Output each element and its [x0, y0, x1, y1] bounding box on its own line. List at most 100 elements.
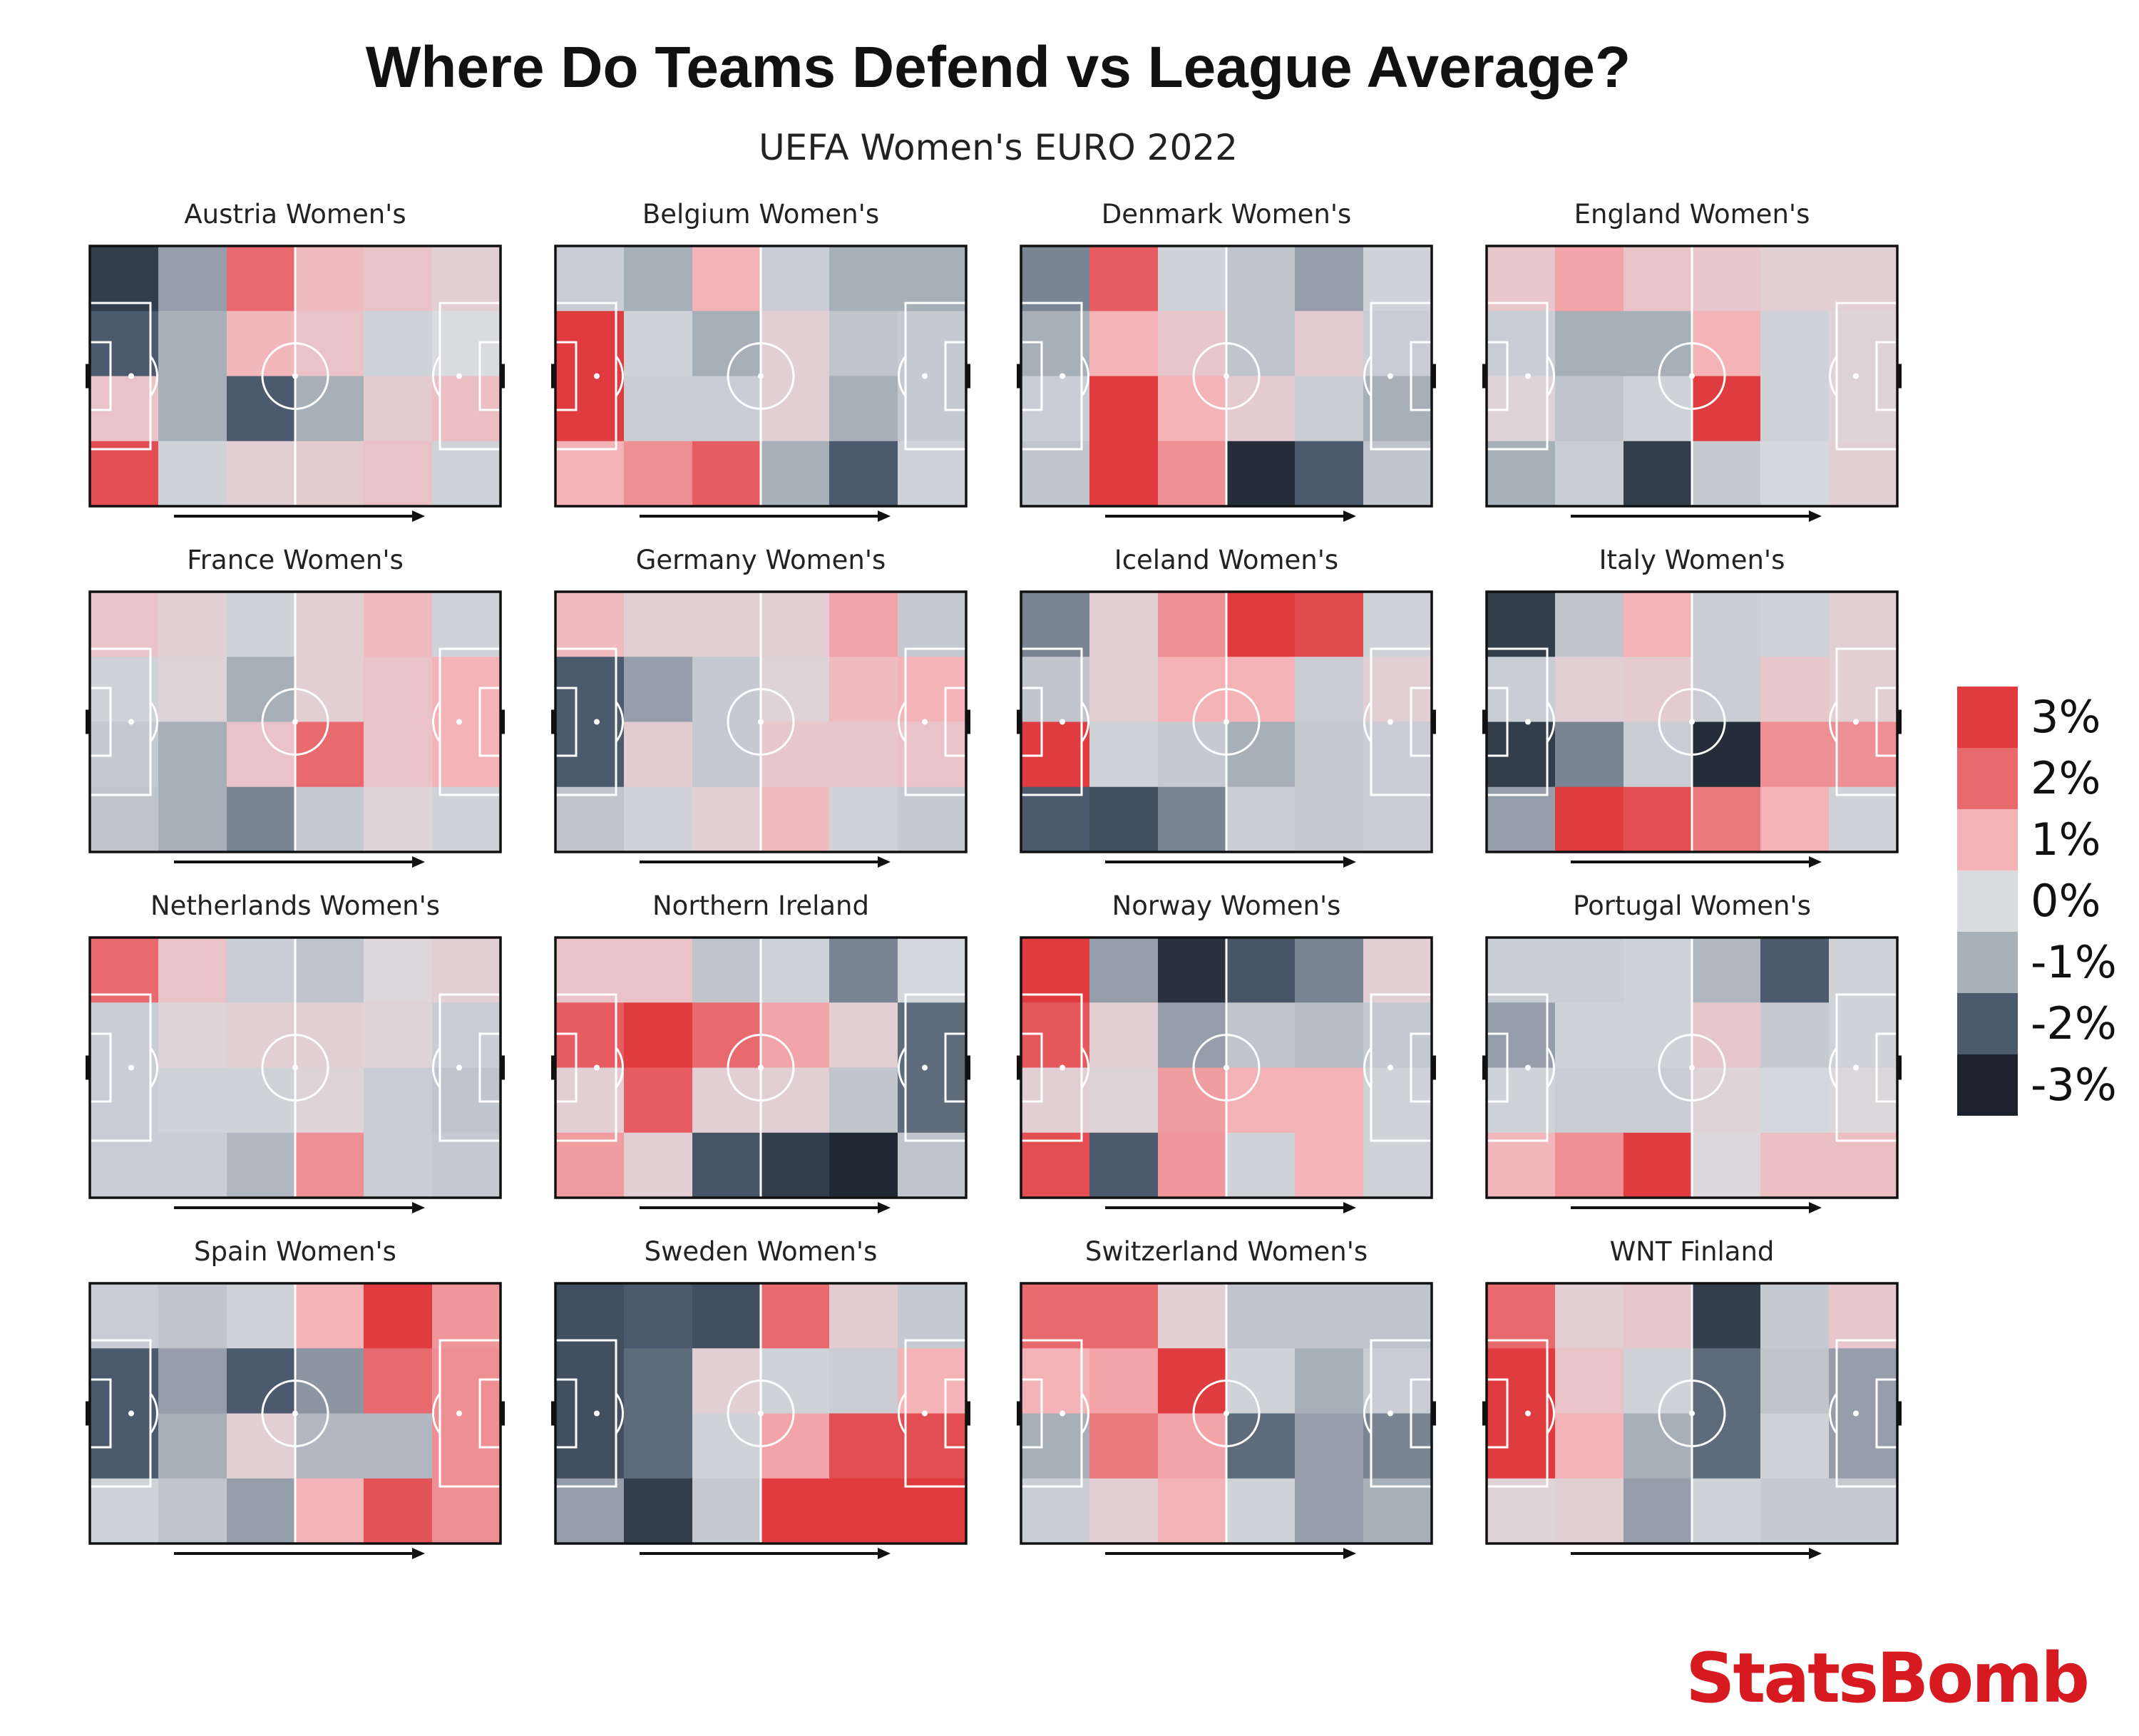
right-penalty-arc: [1363, 1047, 1373, 1089]
right-six-yard-box: [478, 1032, 501, 1103]
heatmap-cell: [227, 1002, 296, 1069]
left-penalty-spot: [128, 1410, 134, 1417]
heatmap-cell: [692, 311, 761, 377]
heatmap-cell: [1760, 721, 1830, 788]
heatmap-cell: [1692, 1067, 1761, 1134]
pitch-border: [88, 590, 502, 853]
right-six-yard-box: [944, 1378, 966, 1449]
left-penalty-box: [1021, 1339, 1083, 1488]
heatmap-cell: [1226, 1283, 1296, 1349]
heatmap-cell: [898, 441, 967, 507]
heatmap-cell: [1692, 311, 1761, 377]
heatmap-cell: [1089, 1283, 1159, 1349]
heatmap-cell: [158, 441, 227, 507]
heatmap-cell: [1829, 311, 1898, 377]
right-goal: [1432, 709, 1436, 734]
right-penalty-box: [438, 302, 501, 451]
heatmap-cell: [829, 1413, 898, 1479]
right-penalty-spot: [456, 373, 462, 379]
right-six-yard-box: [1410, 1378, 1432, 1449]
heatmap-cell: [364, 1067, 433, 1134]
heatmap-cell: [692, 1067, 761, 1134]
heatmap-cell: [555, 311, 625, 377]
left-penalty-arc: [149, 1047, 158, 1089]
left-six-yard-box: [1487, 687, 1509, 757]
center-spot: [292, 1064, 298, 1071]
heatmap-cell: [1363, 1283, 1432, 1349]
heatmap-cell: [829, 311, 898, 377]
heatmap-cell: [364, 376, 433, 442]
heatmap-cell: [1624, 786, 1693, 853]
heatmap-cell: [158, 1067, 227, 1134]
heatmap-cell: [1295, 246, 1364, 312]
heatmap-cell: [1158, 1002, 1227, 1069]
legend-label: 3%: [2031, 691, 2101, 743]
left-penalty-spot: [1060, 373, 1065, 379]
left-six-yard-box: [555, 687, 578, 757]
heatmap-cell: [1021, 441, 1090, 507]
heatmap-cell: [624, 376, 693, 442]
right-goal: [966, 1055, 970, 1080]
heatmap-cell: [1226, 376, 1296, 442]
heatmap-cell: [1624, 721, 1693, 788]
heatmap-cell: [761, 1348, 830, 1414]
left-goal: [1017, 364, 1021, 389]
left-six-yard-box: [1487, 1378, 1509, 1449]
legend-swatch: [1957, 870, 2018, 932]
left-penalty-arc: [615, 701, 624, 743]
chart-title: Where Do Teams Defend vs League Average?: [365, 35, 1631, 100]
heatmap-cell: [1760, 1132, 1830, 1198]
heatmap-cell: [898, 721, 967, 788]
right-penalty-arc: [1829, 1392, 1838, 1434]
heatmap-cell: [1089, 657, 1159, 723]
heatmap-cell: [432, 1067, 501, 1134]
heatmap-cell: [1829, 786, 1898, 853]
right-penalty-spot: [922, 719, 928, 725]
heatmap-cell: [1363, 786, 1432, 853]
heatmap-cell: [1624, 376, 1693, 442]
center-circle: [261, 1380, 329, 1447]
left-penalty-arc: [1080, 1392, 1089, 1434]
heatmap-cell: [1692, 1283, 1761, 1349]
left-penalty-arc: [149, 355, 158, 397]
heatmap-cell: [1760, 1283, 1830, 1349]
center-spot: [1689, 1064, 1695, 1071]
heatmap-cell: [1226, 592, 1296, 657]
team-label-switzerland-women-s: Switzerland Women's: [1085, 1236, 1368, 1267]
legend-label: 2%: [2031, 752, 2101, 804]
team-label-netherlands-women-s: Netherlands Women's: [150, 890, 440, 921]
heatmap-cell: [1226, 441, 1296, 507]
heatmap-cell: [158, 1478, 227, 1544]
right-six-yard-box: [944, 341, 966, 411]
left-penalty-box: [1487, 993, 1549, 1142]
heatmap-cell: [158, 1413, 227, 1479]
heatmap-cell: [1624, 657, 1693, 723]
heatmap-cell: [1295, 786, 1364, 853]
heatmap-cell: [1692, 721, 1761, 788]
heatmap-cell: [90, 1002, 159, 1069]
heatmap-cell: [829, 1283, 898, 1349]
legend-swatch: [1957, 993, 2018, 1054]
attack-direction-arrowhead: [878, 510, 891, 522]
heatmap-cell: [432, 721, 501, 788]
heatmap-cell: [761, 1067, 830, 1134]
legend-swatch: [1957, 809, 2018, 870]
heatmap-cell: [692, 721, 761, 788]
attack-direction-arrowhead: [878, 856, 891, 868]
center-spot: [1224, 373, 1229, 379]
heatmap-cell: [1829, 376, 1898, 442]
heatmap-cell: [295, 938, 364, 1003]
heatmap-cell: [1760, 1002, 1830, 1069]
heatmap-cell: [829, 592, 898, 657]
heatmap-cell: [555, 1283, 625, 1349]
right-penalty-spot: [456, 719, 462, 725]
team-label-wnt-finland: WNT Finland: [1610, 1236, 1775, 1267]
pitch-border: [1485, 1282, 1899, 1545]
heatmap-cell: [90, 1348, 159, 1414]
heatmap-cell: [158, 1283, 227, 1349]
right-penalty-box: [1370, 1339, 1432, 1488]
heatmap-cell: [624, 1067, 693, 1134]
heatmap-cell: [1295, 1002, 1364, 1069]
heatmap-cell: [295, 657, 364, 723]
heatmap-cell: [1226, 1413, 1296, 1479]
